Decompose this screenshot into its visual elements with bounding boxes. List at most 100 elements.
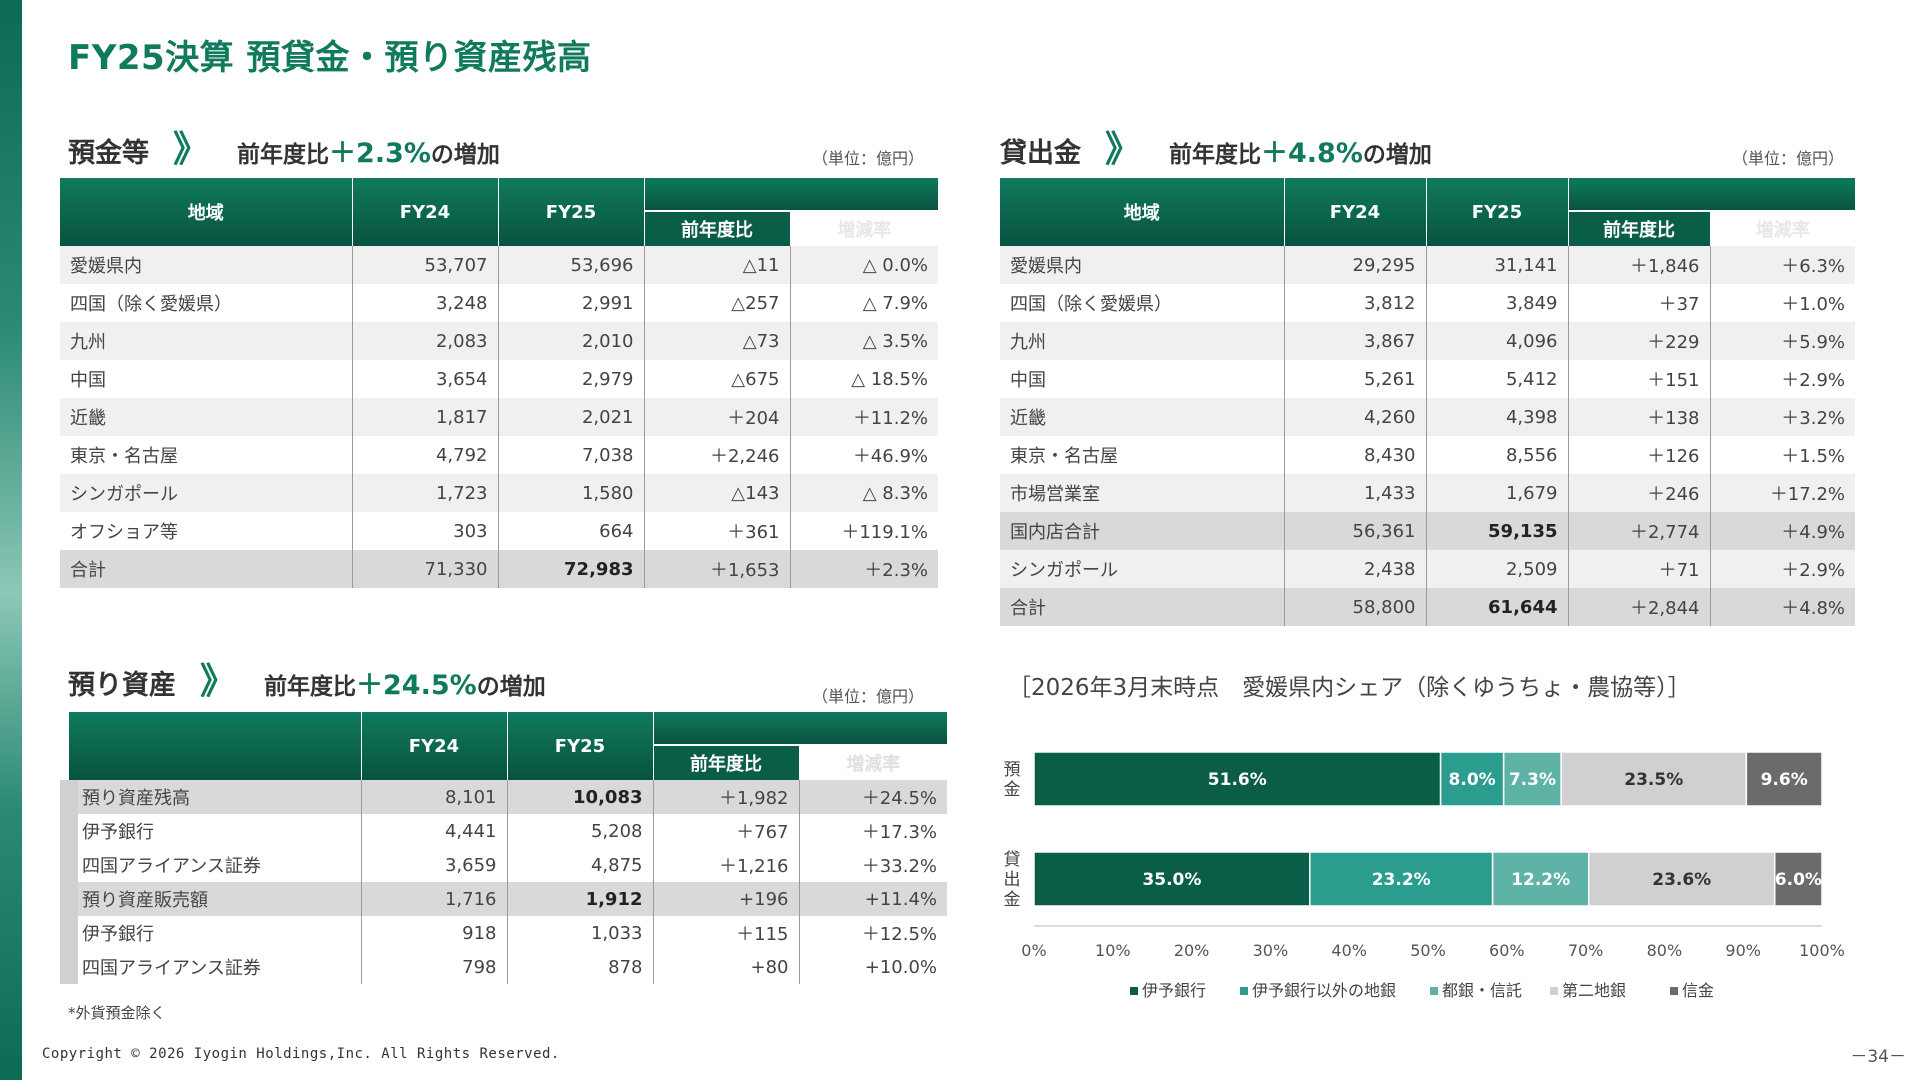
cell-value: 5,208: [507, 814, 654, 848]
cell-value: +10.0%: [799, 950, 947, 984]
col-header-group: [644, 178, 938, 211]
row-label: 国内店合計: [1000, 512, 1285, 550]
col-header-group: [1568, 178, 1855, 211]
category-label: 金: [1004, 780, 1021, 800]
table-row: 東京・名古屋 8,430 8,556 ＋126 ＋1.5%: [1000, 436, 1855, 474]
bar-segment: [1033, 851, 1311, 907]
cell-value: 2,010: [498, 322, 645, 360]
x-tick-label: 60%: [1489, 941, 1525, 960]
table-row: 国内店合計 56,361 59,135 ＋2,774 ＋4.9%: [1000, 512, 1855, 550]
left-decorative-band: [0, 0, 22, 1080]
row-label: 愛媛県内: [1000, 246, 1285, 284]
cell-value: ＋17.3%: [799, 814, 947, 848]
row-label: 東京・名古屋: [1000, 436, 1285, 474]
cell-value: ＋2.3%: [790, 550, 938, 588]
cell-value: 5,261: [1284, 360, 1427, 398]
cell-value: △675: [644, 360, 791, 398]
legend-swatch: [1550, 987, 1558, 995]
row-label: 市場営業室: [1000, 474, 1285, 512]
page-number: －34－: [1850, 1047, 1906, 1067]
col-header-yoy: 前年度比: [653, 743, 800, 780]
legend-swatch: [1130, 987, 1138, 995]
col-header-region: 地域: [60, 178, 353, 246]
row-label: 近畿: [60, 398, 353, 436]
col-header-fy25: FY25: [507, 712, 654, 780]
cell-value: 3,849: [1426, 284, 1569, 322]
table-row: 伊予銀行 918 1,033 ＋115 ＋12.5%: [60, 916, 947, 950]
cell-value: 1,716: [361, 882, 508, 916]
cell-value: 1,580: [498, 474, 645, 512]
cell-value: ＋11.2%: [790, 398, 938, 436]
cell-value: 2,021: [498, 398, 645, 436]
assets-header: 預り資産 》 前年度比＋24.5%の増加: [68, 662, 546, 702]
bar-segment: [1439, 751, 1505, 807]
table-row: 中国 5,261 5,412 ＋151 ＋2.9%: [1000, 360, 1855, 398]
table-row: 九州 3,867 4,096 ＋229 ＋5.9%: [1000, 322, 1855, 360]
legend-label: 伊予銀行: [1142, 981, 1206, 1000]
page-title: FY25決算 預貸金・預り資産残高: [68, 38, 592, 78]
cell-value: ＋151: [1568, 360, 1711, 398]
cell-value: 3,248: [352, 284, 499, 322]
cell-value: ＋1,982: [653, 780, 800, 814]
cell-value: 4,096: [1426, 322, 1569, 360]
cell-value: 8,101: [361, 780, 508, 814]
cell-value: ＋2,774: [1568, 512, 1711, 550]
col-header-region: [69, 712, 362, 780]
x-tick-label: 50%: [1410, 941, 1446, 960]
bar-segment: [1773, 851, 1823, 907]
x-tick-label: 100%: [1799, 941, 1845, 960]
data-label: 35.0%: [1142, 870, 1201, 890]
cell-value: 72,983: [498, 550, 645, 588]
data-label: 7.3%: [1509, 770, 1556, 790]
bar-segment: [1588, 851, 1776, 907]
row-label: シンガポール: [60, 474, 353, 512]
row-label: 四国（除く愛媛県）: [60, 284, 353, 322]
deposits-summary: 前年度比＋2.3%の増加: [237, 137, 500, 169]
table-row: 市場営業室 1,433 1,679 ＋246 ＋17.2%: [1000, 474, 1855, 512]
cell-value: △ 3.5%: [790, 322, 938, 360]
cell-value: 61,644: [1426, 588, 1569, 626]
cell-value: △ 7.9%: [790, 284, 938, 322]
deposits-table: 地域 FY24 FY25 前年度比 増減率 愛媛県内 53,707 53,696 △1…: [60, 178, 938, 588]
cell-value: 3,654: [352, 360, 499, 398]
x-tick-label: 90%: [1725, 941, 1761, 960]
loans-unit: （単位：億円）: [1732, 149, 1845, 168]
legend-label: 第二地銀: [1562, 981, 1626, 1000]
cell-value: △ 0.0%: [790, 246, 938, 284]
cell-value: 2,979: [498, 360, 645, 398]
cell-value: 29,295: [1284, 246, 1427, 284]
cell-value: ＋229: [1568, 322, 1711, 360]
table-row: 四国（除く愛媛県） 3,812 3,849 ＋37 ＋1.0%: [1000, 284, 1855, 322]
x-tick-label: 20%: [1174, 941, 1210, 960]
cell-value: ＋126: [1568, 436, 1711, 474]
chart-title: ［2026年3月末時点 愛媛県内シェア（除くゆうちょ・農協等）］: [1008, 675, 1691, 701]
col-header-yoy: 前年度比: [1568, 209, 1711, 246]
assets-unit: （単位：億円）: [812, 687, 925, 706]
table-row: 東京・名古屋 4,792 7,038 ＋2,246 ＋46.9%: [60, 436, 938, 474]
x-tick-label: 30%: [1253, 941, 1289, 960]
cell-value: 53,696: [498, 246, 645, 284]
cell-value: ＋3.2%: [1710, 398, 1855, 436]
col-header-rate: 増減率: [789, 209, 938, 246]
row-label: 合計: [1000, 588, 1285, 626]
assets-summary: 前年度比＋24.5%の増加: [264, 669, 546, 701]
cell-value: 8,556: [1426, 436, 1569, 474]
cell-value: ＋246: [1568, 474, 1711, 512]
data-label: 23.6%: [1652, 870, 1711, 890]
cell-value: ＋2,246: [644, 436, 791, 474]
cell-value: 2,991: [498, 284, 645, 322]
cell-value: ＋1,216: [653, 848, 800, 882]
cell-value: +196: [653, 882, 800, 916]
cell-value: 59,135: [1426, 512, 1569, 550]
deposits-header: 預金等 》 前年度比＋2.3%の増加: [68, 130, 500, 170]
cell-value: 1,817: [352, 398, 499, 436]
cell-value: ＋1.0%: [1710, 284, 1855, 322]
copyright: Copyright © 2026 Iyogin Holdings,Inc. Al…: [42, 1046, 560, 1062]
cell-value: 4,441: [361, 814, 508, 848]
cell-value: 4,398: [1426, 398, 1569, 436]
cell-value: 918: [361, 916, 508, 950]
row-label: オフショア等: [60, 512, 353, 550]
cell-value: ＋24.5%: [799, 780, 947, 814]
cell-value: 31,141: [1426, 246, 1569, 284]
chevron-right-icon: 》: [173, 129, 209, 170]
